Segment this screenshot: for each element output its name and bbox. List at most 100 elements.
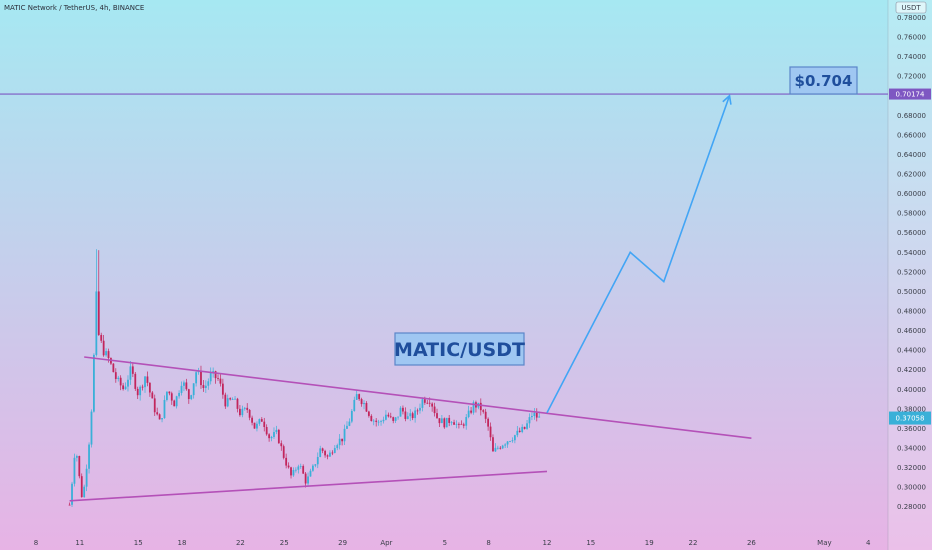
candle bbox=[487, 417, 490, 431]
candle bbox=[389, 412, 392, 419]
candle bbox=[516, 426, 519, 438]
y-tick-label: 0.44000 bbox=[897, 347, 926, 355]
target-price-value: 0.70174 bbox=[896, 91, 925, 99]
candle bbox=[484, 408, 487, 424]
candle bbox=[151, 391, 154, 399]
candle bbox=[394, 417, 397, 423]
y-tick-label: 0.34000 bbox=[897, 444, 926, 452]
currency-label: USDT bbox=[901, 4, 921, 12]
projection-arrowhead bbox=[722, 94, 732, 105]
candle bbox=[185, 378, 188, 391]
candle bbox=[195, 370, 198, 387]
candle bbox=[153, 394, 156, 416]
candle bbox=[224, 392, 227, 409]
candle bbox=[479, 398, 482, 416]
candle bbox=[341, 438, 344, 446]
candle bbox=[102, 335, 105, 357]
candle bbox=[236, 397, 239, 413]
candle bbox=[472, 400, 475, 415]
candle bbox=[411, 411, 414, 421]
candle bbox=[533, 408, 536, 420]
y-tick-label: 0.40000 bbox=[897, 386, 926, 394]
candlestick-series bbox=[68, 249, 541, 507]
candle bbox=[248, 409, 251, 421]
candle bbox=[467, 405, 470, 419]
projection-path[interactable] bbox=[546, 95, 731, 414]
candle bbox=[287, 462, 290, 469]
candle bbox=[80, 473, 83, 498]
candle bbox=[443, 417, 446, 429]
candle bbox=[421, 397, 424, 412]
candle bbox=[419, 403, 421, 414]
candle bbox=[294, 467, 297, 473]
candle bbox=[433, 402, 436, 417]
pair-label[interactable]: MATIC/USDT bbox=[394, 332, 525, 366]
candle bbox=[489, 422, 492, 441]
x-tick-label: 5 bbox=[443, 539, 447, 547]
candle bbox=[528, 413, 531, 428]
candle bbox=[219, 374, 222, 387]
candle bbox=[392, 416, 395, 424]
candle bbox=[246, 403, 249, 413]
candle bbox=[509, 440, 511, 443]
candle bbox=[496, 445, 499, 450]
y-tick-label: 0.66000 bbox=[897, 131, 926, 139]
candle bbox=[406, 412, 409, 420]
y-tick-label: 0.36000 bbox=[897, 425, 926, 433]
candle bbox=[431, 402, 434, 412]
candle bbox=[100, 332, 103, 343]
x-axis-ticks: 8 11 15 18 22 25 29 Apr 5 8 12 15 19 22 26 May 4 bbox=[34, 539, 871, 547]
candle bbox=[78, 455, 81, 479]
candle bbox=[302, 464, 305, 474]
upper-trendline[interactable] bbox=[84, 356, 752, 439]
candle bbox=[499, 446, 502, 450]
candle bbox=[183, 380, 185, 392]
y-tick-label: 0.62000 bbox=[897, 171, 926, 179]
candle bbox=[358, 393, 361, 401]
candle bbox=[275, 425, 278, 435]
candle bbox=[360, 397, 363, 407]
candle bbox=[75, 454, 78, 462]
candle bbox=[375, 418, 378, 427]
candle bbox=[200, 365, 202, 389]
x-tick-label: 18 bbox=[178, 539, 187, 547]
candle bbox=[127, 375, 129, 392]
candle bbox=[316, 452, 319, 469]
candle bbox=[372, 419, 375, 426]
candle bbox=[492, 434, 494, 452]
candle bbox=[83, 484, 86, 498]
candle bbox=[450, 420, 453, 426]
candle bbox=[465, 414, 468, 430]
candle bbox=[445, 417, 448, 428]
candle bbox=[399, 406, 402, 417]
candle bbox=[285, 453, 288, 469]
candle bbox=[506, 440, 509, 448]
candle bbox=[426, 399, 429, 405]
candle bbox=[251, 415, 253, 426]
x-tick-label: 25 bbox=[280, 539, 289, 547]
candle bbox=[226, 394, 229, 408]
candle bbox=[460, 420, 463, 425]
candle bbox=[333, 445, 336, 454]
candle bbox=[239, 404, 241, 417]
x-tick-label: Apr bbox=[380, 539, 392, 547]
candle bbox=[268, 433, 271, 442]
lower-trendline[interactable] bbox=[69, 470, 548, 502]
candle bbox=[523, 426, 526, 430]
y-tick-label: 0.28000 bbox=[897, 503, 926, 511]
candle bbox=[455, 420, 458, 429]
candle bbox=[112, 363, 115, 373]
candle bbox=[263, 417, 266, 432]
target-label[interactable]: $0.704 bbox=[789, 66, 858, 95]
y-tick-label: 0.50000 bbox=[897, 288, 926, 296]
x-tick-label: 29 bbox=[338, 539, 347, 547]
candle bbox=[336, 443, 339, 451]
candle bbox=[504, 443, 507, 448]
candle bbox=[217, 374, 219, 381]
candle bbox=[148, 382, 151, 397]
candle bbox=[190, 394, 193, 401]
candle bbox=[314, 464, 317, 468]
y-tick-label: 0.78000 bbox=[897, 14, 926, 22]
candle bbox=[187, 388, 190, 404]
